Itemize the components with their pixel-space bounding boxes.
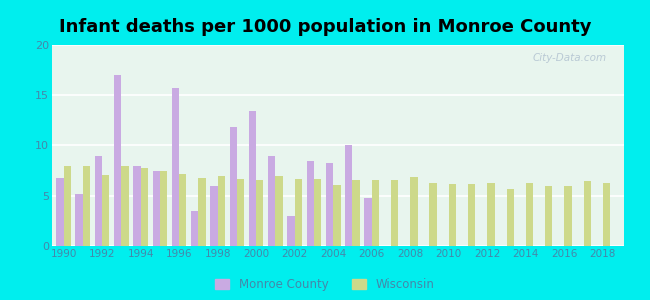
Bar	[249, 111, 256, 246]
Text: Infant deaths per 1000 population in Monroe County: Infant deaths per 1000 population in Mon…	[58, 18, 592, 36]
Bar	[314, 179, 321, 246]
Bar	[229, 128, 237, 246]
Bar	[102, 175, 109, 246]
Bar	[488, 183, 495, 246]
Bar	[268, 155, 276, 246]
Bar	[179, 174, 187, 246]
Bar	[122, 166, 129, 246]
Bar	[172, 88, 179, 246]
Bar	[191, 211, 198, 246]
Text: City-Data.com: City-Data.com	[533, 53, 607, 63]
Bar	[391, 180, 398, 246]
Legend: Monroe County, Wisconsin: Monroe County, Wisconsin	[215, 278, 435, 291]
Bar	[506, 189, 514, 246]
Bar	[372, 180, 379, 246]
Bar	[345, 146, 352, 246]
Bar	[153, 171, 160, 246]
Bar	[333, 185, 341, 246]
Bar	[57, 178, 64, 246]
Bar	[326, 163, 333, 246]
Bar	[140, 168, 148, 246]
Bar	[410, 177, 417, 246]
Bar	[160, 171, 167, 246]
Bar	[64, 166, 71, 246]
Bar	[83, 166, 90, 246]
Bar	[237, 179, 244, 246]
Bar	[198, 178, 205, 246]
Bar	[276, 176, 283, 246]
Bar	[287, 216, 294, 246]
Bar	[133, 166, 140, 246]
Bar	[430, 183, 437, 246]
Bar	[211, 186, 218, 246]
Bar	[603, 183, 610, 246]
Bar	[294, 179, 302, 246]
Bar	[365, 198, 372, 246]
Bar	[75, 194, 83, 246]
Bar	[95, 155, 102, 246]
Bar	[564, 186, 571, 246]
Bar	[256, 180, 263, 246]
Bar	[545, 186, 552, 246]
Bar	[584, 181, 591, 246]
Bar	[352, 180, 359, 246]
Bar	[468, 184, 475, 246]
Bar	[307, 160, 314, 246]
Bar	[448, 184, 456, 246]
Bar	[114, 75, 122, 246]
Bar	[526, 183, 533, 246]
Bar	[218, 176, 225, 246]
